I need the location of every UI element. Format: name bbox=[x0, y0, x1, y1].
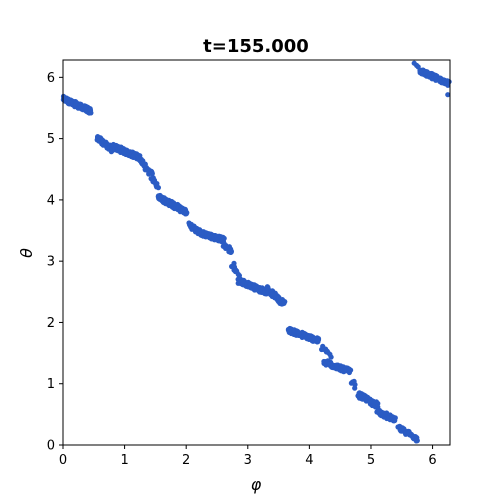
y-axis-ticks: 0 1 2 3 4 5 6 bbox=[47, 71, 63, 454]
scatter-point bbox=[149, 171, 155, 177]
x-tick-label: 6 bbox=[428, 453, 436, 468]
scatter-point bbox=[446, 79, 452, 85]
scatter-point bbox=[228, 249, 234, 255]
scatter-point bbox=[413, 438, 419, 444]
scatter-point bbox=[183, 211, 189, 217]
scatter-point bbox=[88, 110, 94, 116]
scatter-point bbox=[155, 185, 161, 191]
scatter-point bbox=[314, 337, 321, 343]
x-tick-label: 1 bbox=[120, 453, 128, 468]
x-tick-label: 3 bbox=[244, 453, 252, 468]
scatter-point bbox=[415, 64, 421, 70]
y-axis-label: θ bbox=[17, 248, 36, 258]
y-tick-label: 3 bbox=[47, 255, 55, 270]
x-axis-label: φ bbox=[251, 475, 262, 494]
scatter-point bbox=[221, 235, 227, 241]
x-tick-label: 4 bbox=[305, 453, 313, 468]
plot-frame bbox=[62, 59, 451, 446]
chart-title: t=155.000 bbox=[203, 36, 309, 57]
scatter-point bbox=[445, 92, 451, 98]
x-tick-label: 0 bbox=[59, 453, 67, 468]
scatter-point bbox=[327, 351, 333, 357]
scatter-point bbox=[352, 385, 358, 391]
x-tick-label: 5 bbox=[367, 453, 375, 468]
y-tick-label: 2 bbox=[47, 316, 55, 331]
y-tick-label: 6 bbox=[47, 71, 55, 86]
scatter-point bbox=[348, 367, 354, 373]
scatter-point bbox=[281, 300, 287, 306]
scatter-points bbox=[60, 60, 452, 444]
x-tick-label: 2 bbox=[182, 453, 190, 468]
y-tick-label: 1 bbox=[47, 377, 55, 392]
y-tick-label: 0 bbox=[47, 439, 55, 454]
y-tick-label: 4 bbox=[47, 193, 55, 208]
scatter-point bbox=[392, 417, 398, 424]
x-axis-ticks: 0 1 2 3 4 5 6 bbox=[59, 445, 437, 468]
y-tick-label: 5 bbox=[47, 132, 55, 147]
